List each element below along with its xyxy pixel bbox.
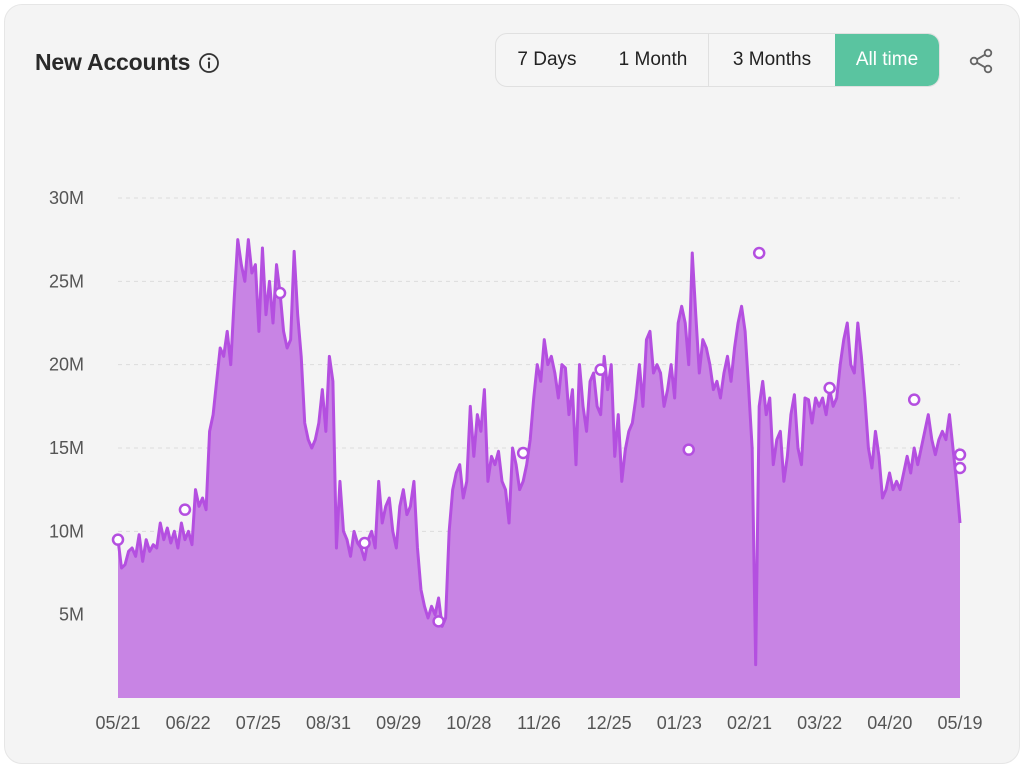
- share-icon[interactable]: [968, 48, 994, 74]
- highlight-point: [823, 381, 836, 395]
- card-title: New Accounts: [35, 49, 191, 75]
- highlight-point: [953, 448, 967, 461]
- series-area-fill: [118, 239, 960, 699]
- highlight-point: [682, 443, 695, 456]
- info-circle-icon[interactable]: [198, 52, 220, 74]
- x-tick-label: 12/25: [587, 713, 632, 733]
- y-tick-label: 20M: [49, 355, 84, 375]
- x-tick-label: 05/19: [937, 713, 982, 733]
- x-tick-label: 03/22: [797, 713, 842, 733]
- range-3-months-button[interactable]: 3 Months: [732, 49, 812, 70]
- y-axis-ticks: 5M 10M 15M 20M 25M 30M: [49, 188, 84, 625]
- highlight-point: [178, 503, 192, 516]
- highlight-point: [358, 536, 371, 550]
- highlight-point: [111, 533, 125, 546]
- x-tick-label: 01/23: [657, 713, 702, 733]
- x-tick-label: 07/25: [236, 713, 281, 733]
- x-tick-label: 06/22: [166, 713, 211, 733]
- x-tick-label: 05/21: [95, 713, 140, 733]
- series-area: [116, 238, 962, 699]
- y-tick-label: 30M: [49, 188, 84, 208]
- x-tick-label: 10/28: [446, 713, 491, 733]
- y-tick-label: 5M: [59, 605, 84, 625]
- highlight-point: [516, 446, 530, 460]
- highlight-point: [907, 393, 921, 406]
- highlight-point: [953, 461, 967, 475]
- y-tick-label: 15M: [49, 438, 84, 458]
- highlight-points: [111, 246, 967, 628]
- x-tick-label: 02/21: [727, 713, 772, 733]
- x-axis-ticks: 05/21 06/22 07/25 08/31 09/29 10/28 11/26 12/25…: [95, 713, 982, 733]
- range-all-time-button[interactable]: All time: [835, 34, 939, 86]
- range-1-month-button[interactable]: 1 Month: [598, 34, 709, 86]
- y-tick-label: 25M: [49, 271, 84, 291]
- x-tick-label: 04/20: [867, 713, 912, 733]
- x-tick-label: 08/31: [306, 713, 351, 733]
- highlight-point: [752, 246, 766, 260]
- highlight-point: [273, 286, 287, 300]
- x-tick-label: 11/26: [517, 713, 561, 733]
- y-tick-label: 10M: [49, 521, 84, 541]
- x-tick-label: 09/29: [376, 713, 421, 733]
- highlight-point: [432, 615, 445, 628]
- range-7-days-button[interactable]: 7 Days: [517, 49, 577, 70]
- series-line: [116, 238, 962, 667]
- highlight-point: [594, 363, 607, 376]
- card-header: New Accounts: [35, 49, 220, 76]
- time-range-selector: 7 Days 1 Month 3 Months All time: [495, 33, 940, 87]
